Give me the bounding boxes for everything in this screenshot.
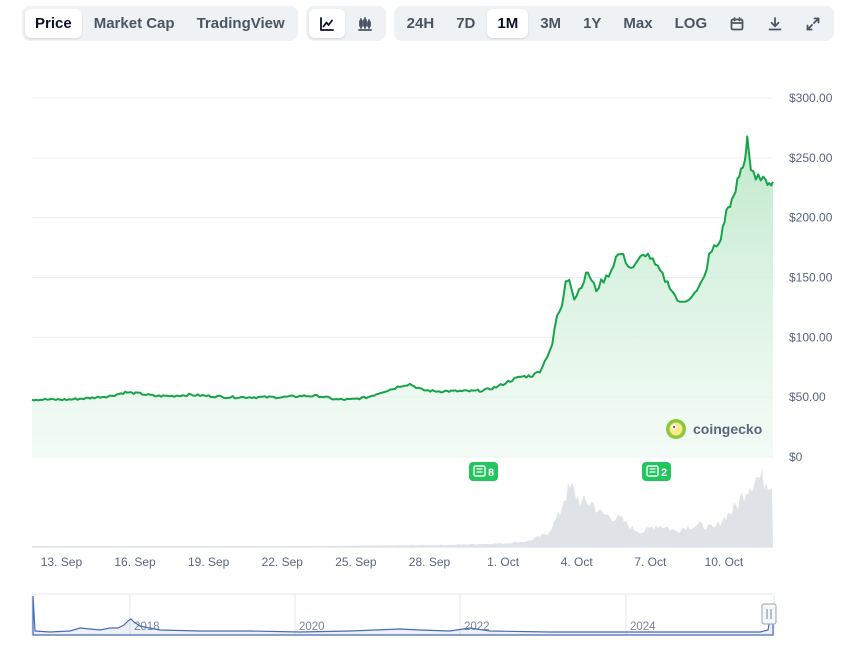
price-area	[32, 136, 773, 457]
coingecko-watermark: coingecko	[666, 419, 762, 439]
tab-tradingview[interactable]: TradingView	[196, 15, 285, 32]
x-tick-label: 4. Oct	[561, 555, 594, 569]
y-tick-label: $50.00	[789, 390, 826, 404]
x-tick-label: 25. Sep	[335, 555, 377, 569]
y-tick-label: $100.00	[789, 330, 833, 344]
range-7d-button[interactable]: 7D	[456, 15, 476, 32]
calendar-icon	[730, 16, 744, 30]
y-axis: $300.00 $250.00 $200.00 $150.00 $100.00 $50.0…	[789, 91, 833, 464]
range-3m-button[interactable]: 3M	[540, 15, 562, 32]
range-1m-button[interactable]: 1M	[487, 9, 529, 38]
chart-style-group	[305, 6, 386, 41]
news-badge[interactable]: 8	[469, 462, 498, 481]
newspaper-icon	[646, 465, 659, 477]
news-badge-count: 8	[488, 467, 494, 479]
y-tick-label: $250.00	[789, 151, 833, 165]
x-tick-label: 10. Oct	[705, 555, 744, 569]
x-tick-label: 13. Sep	[41, 555, 83, 569]
fullscreen-button[interactable]	[795, 9, 831, 38]
price-line	[31, 135, 774, 402]
y-tick-label: $150.00	[789, 271, 833, 285]
y-tick-label: $300.00	[789, 91, 833, 105]
x-tick-label: 1. Oct	[487, 555, 520, 569]
log-scale-button[interactable]: LOG	[674, 15, 708, 32]
news-badge-count: 2	[661, 467, 667, 479]
x-tick-label: 16. Sep	[114, 555, 156, 569]
navigator-label: 2024	[630, 621, 656, 633]
candlestick-chart-button[interactable]	[347, 9, 383, 38]
price-line-group	[31, 135, 774, 402]
watermark-text: coingecko	[693, 421, 762, 437]
view-tabs: Price Market Cap TradingView	[22, 6, 298, 41]
navigator-line	[32, 595, 774, 636]
navigator-label: 2020	[299, 621, 325, 633]
x-tick-label: 7. Oct	[634, 555, 667, 569]
time-navigator[interactable]: 2018 2020 2022 2024	[31, 593, 777, 636]
range-max-button[interactable]: Max	[623, 15, 653, 32]
range-1y-button[interactable]: 1Y	[583, 15, 602, 32]
y-tick-label: $0	[789, 450, 803, 464]
date-picker-button[interactable]	[719, 9, 755, 38]
coingecko-logo-icon	[666, 419, 686, 439]
grip-icon	[766, 609, 772, 619]
range-24h-button[interactable]: 24H	[406, 15, 435, 32]
line-chart-button[interactable]	[308, 9, 345, 38]
candlestick-chart-icon	[357, 16, 372, 31]
volume-area	[32, 468, 773, 547]
x-tick-label: 22. Sep	[262, 555, 304, 569]
price-area-fill	[32, 136, 773, 457]
tab-market-cap[interactable]: Market Cap	[93, 15, 175, 32]
x-axis: 13. Sep 16. Sep 19. Sep 22. Sep 25. Sep 28. S…	[41, 555, 744, 569]
download-button[interactable]	[757, 9, 793, 38]
download-icon	[768, 16, 782, 30]
expand-icon	[806, 17, 820, 30]
newspaper-icon	[473, 465, 486, 477]
tab-price[interactable]: Price	[25, 9, 82, 38]
y-tick-label: $200.00	[789, 211, 833, 225]
volume-silhouette	[32, 468, 773, 547]
navigator-handle[interactable]	[761, 603, 777, 625]
line-chart-icon	[319, 16, 334, 31]
range-group: 24H 7D 1M 3M 1Y Max LOG	[393, 6, 835, 41]
chart-toolbar: Price Market Cap TradingView 24H 7D 1M	[22, 6, 835, 41]
news-badge[interactable]: 2	[642, 462, 671, 481]
x-tick-label: 28. Sep	[409, 555, 451, 569]
x-tick-label: 19. Sep	[188, 555, 230, 569]
